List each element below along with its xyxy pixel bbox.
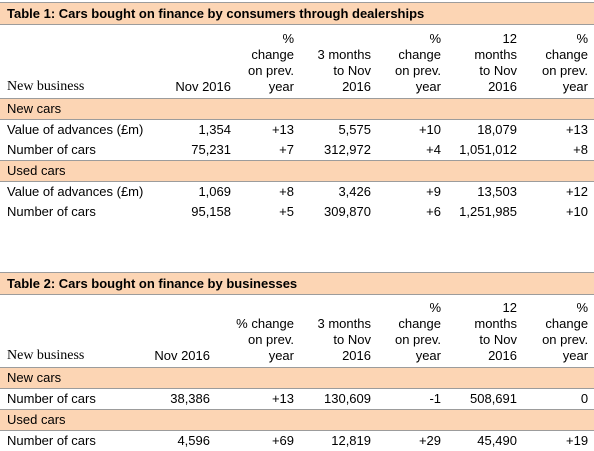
cell: 309,870	[300, 202, 377, 222]
cell: +13	[237, 120, 300, 141]
table-title-row: Table 2: Cars bought on finance by busin…	[0, 273, 594, 295]
row-label: Value of advances (£m)	[0, 120, 160, 141]
cell: 312,972	[300, 140, 377, 161]
header-new-business: New business	[0, 295, 140, 368]
cell: +6	[377, 202, 447, 222]
row-label: Value of advances (£m)	[0, 182, 160, 203]
cell: +13	[216, 389, 300, 410]
cell: +7	[237, 140, 300, 161]
row-label: Number of cars	[0, 389, 140, 410]
row-label: Number of cars	[0, 431, 140, 451]
cell: +69	[216, 431, 300, 451]
cell: +12	[523, 182, 594, 203]
section-label: New cars	[0, 99, 594, 120]
table-row: Number of cars 75,231 +7 312,972 +4 1,05…	[0, 140, 594, 161]
cell: 38,386	[140, 389, 216, 410]
table-title: Table 2: Cars bought on finance by busin…	[0, 273, 594, 295]
cell: 1,069	[160, 182, 237, 203]
section-row-new-cars: New cars	[0, 99, 594, 120]
section-label: New cars	[0, 368, 594, 389]
cell: +8	[237, 182, 300, 203]
cell: +4	[377, 140, 447, 161]
cell: +5	[237, 202, 300, 222]
cell: 3,426	[300, 182, 377, 203]
cell: 130,609	[300, 389, 377, 410]
cell: 508,691	[447, 389, 523, 410]
header-month: Nov 2016	[160, 25, 237, 99]
section-label: Used cars	[0, 161, 594, 182]
cell: 1,251,985	[447, 202, 523, 222]
section-row-new-cars: New cars	[0, 368, 594, 389]
cell: 12,819	[300, 431, 377, 451]
table-2: Table 2: Cars bought on finance by busin…	[0, 272, 594, 451]
table-row: Number of cars 95,158 +5 309,870 +6 1,25…	[0, 202, 594, 222]
table-row: Value of advances (£m) 1,354 +13 5,575 +…	[0, 120, 594, 141]
cell: 1,354	[160, 120, 237, 141]
cell: 1,051,012	[447, 140, 523, 161]
table-1: Table 1: Cars bought on finance by consu…	[0, 2, 594, 222]
section-row-used-cars: Used cars	[0, 161, 594, 182]
table-title-row: Table 1: Cars bought on finance by consu…	[0, 3, 594, 25]
cell: 45,490	[447, 431, 523, 451]
row-label: Number of cars	[0, 202, 160, 222]
row-label: Number of cars	[0, 140, 160, 161]
cell: 5,575	[300, 120, 377, 141]
cell: +19	[523, 431, 594, 451]
cell: +9	[377, 182, 447, 203]
cell: +29	[377, 431, 447, 451]
cell: 13,503	[447, 182, 523, 203]
table-row: Value of advances (£m) 1,069 +8 3,426 +9…	[0, 182, 594, 203]
header-new-business: New business	[0, 25, 160, 99]
header-month: Nov 2016	[140, 295, 216, 368]
cell: +13	[523, 120, 594, 141]
cell: 75,231	[160, 140, 237, 161]
cell: +10	[523, 202, 594, 222]
cell: 4,596	[140, 431, 216, 451]
cell: +10	[377, 120, 447, 141]
cell: -1	[377, 389, 447, 410]
cell: +8	[523, 140, 594, 161]
table-row: Number of cars 4,596 +69 12,819 +29 45,4…	[0, 431, 594, 451]
cell: 95,158	[160, 202, 237, 222]
table-row: Number of cars 38,386 +13 130,609 -1 508…	[0, 389, 594, 410]
table-title: Table 1: Cars bought on finance by consu…	[0, 3, 594, 25]
section-row-used-cars: Used cars	[0, 410, 594, 431]
cell: 0	[523, 389, 594, 410]
cell: 18,079	[447, 120, 523, 141]
section-label: Used cars	[0, 410, 594, 431]
